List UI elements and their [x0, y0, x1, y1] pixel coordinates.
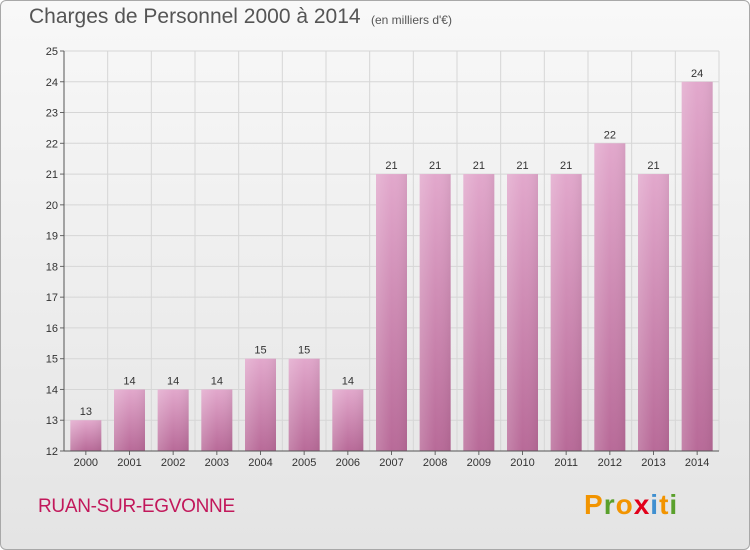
- bar-highlight: [419, 174, 451, 452]
- data-label: 24: [691, 68, 703, 80]
- bar-highlight: [594, 143, 626, 452]
- y-tick-label: 14: [46, 384, 58, 396]
- y-tick-label: 25: [46, 46, 58, 58]
- data-label: 14: [123, 375, 135, 387]
- y-tick-label: 19: [46, 231, 58, 243]
- data-label: 13: [80, 406, 92, 418]
- x-tick-label: 2002: [161, 457, 185, 469]
- bar-highlight: [507, 174, 538, 452]
- data-label: 21: [429, 160, 441, 172]
- data-label: 15: [254, 345, 266, 357]
- x-tick-label: 2009: [467, 457, 491, 469]
- place-name: RUAN-SUR-EGVONNE: [38, 496, 235, 517]
- x-tick-label: 2007: [379, 457, 403, 469]
- y-tick-label: 24: [46, 77, 58, 89]
- y-tick-label: 18: [46, 261, 58, 273]
- y-tick-label: 17: [46, 292, 58, 304]
- logo-letter: o: [615, 489, 634, 520]
- y-tick-label: 12: [46, 446, 58, 458]
- data-label: 14: [342, 375, 354, 387]
- logo-letter: i: [650, 489, 660, 520]
- data-label: 21: [560, 160, 572, 172]
- bar-highlight: [681, 81, 713, 452]
- x-tick-label: 2012: [598, 457, 622, 469]
- chart-subtitle: (en milliers d'€): [371, 13, 452, 27]
- logo-letter: x: [633, 489, 651, 520]
- bar-highlight: [245, 358, 276, 451]
- data-label: 21: [516, 160, 528, 172]
- x-tick-label: 2000: [74, 457, 98, 469]
- y-tick-label: 21: [46, 169, 58, 181]
- bar-highlight: [638, 174, 669, 452]
- data-label: 21: [385, 160, 397, 172]
- x-tick-label: 2011: [554, 457, 578, 469]
- x-tick-label: 2008: [423, 457, 447, 469]
- y-tick-label: 22: [46, 138, 58, 150]
- bar-highlight: [376, 174, 407, 452]
- proxiti-logo: Proxiti: [584, 489, 678, 521]
- bar-highlight: [550, 174, 582, 452]
- y-tick-label: 20: [46, 200, 58, 212]
- y-tick-label: 15: [46, 354, 58, 366]
- x-tick-label: 2006: [336, 457, 360, 469]
- bar-highlight: [201, 389, 233, 451]
- bar-highlight: [114, 389, 145, 451]
- x-tick-label: 2014: [685, 457, 709, 469]
- bars: 13 14 14 14 15 15 14 21 21 21 21 21 22 21 24: [70, 68, 713, 452]
- bar-highlight: [157, 389, 189, 451]
- y-tick-label: 13: [46, 415, 58, 427]
- bar-highlight: [288, 358, 320, 451]
- data-label: 14: [167, 375, 179, 387]
- x-tick-label: 2001: [117, 457, 141, 469]
- logo-letter: P: [584, 489, 604, 520]
- chart-title: Charges de Personnel 2000 à 2014: [29, 5, 361, 28]
- logo-letter: i: [669, 489, 679, 520]
- y-tick-label: 16: [46, 323, 58, 335]
- x-tick-label: 2004: [248, 457, 272, 469]
- data-label: 15: [298, 345, 310, 357]
- data-label: 21: [647, 160, 659, 172]
- data-label: 22: [604, 129, 616, 141]
- x-tick-label: 2003: [205, 457, 229, 469]
- data-label: 14: [211, 375, 223, 387]
- x-tick-label: 2005: [292, 457, 316, 469]
- logo-letter: r: [603, 489, 616, 520]
- bar-highlight: [332, 389, 364, 451]
- x-tick-label: 2010: [510, 457, 534, 469]
- bar-highlight: [463, 174, 495, 452]
- logo-letter: t: [659, 489, 670, 520]
- axes: 12 13 14 15 16 17 18 19 20 21 22 23 24 25 2000 2001 2002…: [46, 46, 719, 469]
- y-tick-label: 23: [46, 108, 58, 120]
- x-tick-label: 2013: [641, 457, 665, 469]
- data-label: 21: [473, 160, 485, 172]
- bar-highlight: [70, 420, 102, 451]
